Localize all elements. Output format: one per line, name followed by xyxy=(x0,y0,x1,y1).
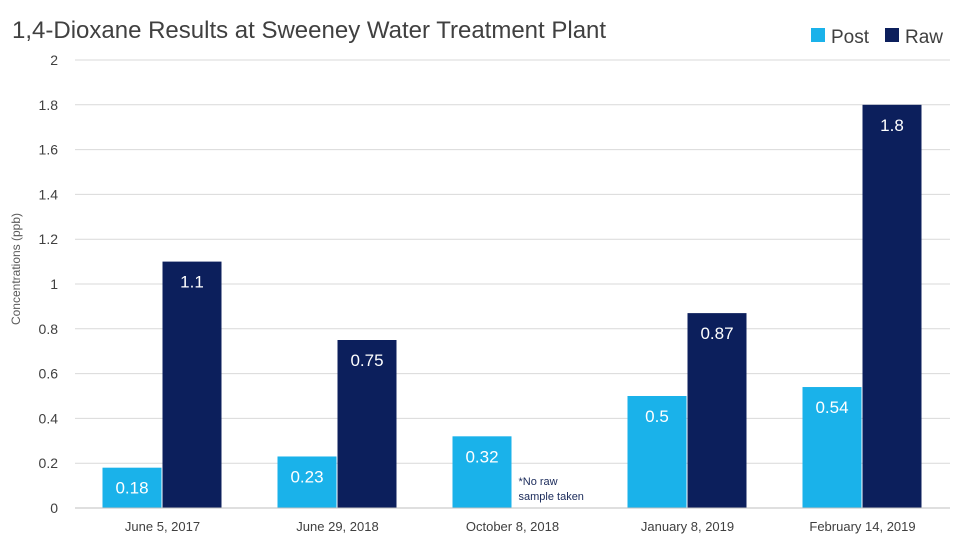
bars xyxy=(102,104,922,509)
legend: Post Raw xyxy=(811,27,943,48)
bar-post xyxy=(802,387,862,508)
y-axis-label: Concentrations (ppb) xyxy=(9,213,23,325)
y-tick-label: 1.6 xyxy=(39,142,59,158)
y-tick-label: 1.4 xyxy=(39,186,59,202)
chart-title: 1,4-Dioxane Results at Sweeney Water Tre… xyxy=(12,17,606,44)
y-tick-label: 1.2 xyxy=(39,231,59,247)
bar-raw xyxy=(162,261,222,508)
data-labels: 0.18 1.1 0.23 0.75 0.32 0.5 0.87 0.54 1.8 *No raw… xyxy=(115,116,903,503)
y-tick-label: 0.4 xyxy=(39,410,59,426)
data-label-post: 0.23 xyxy=(290,467,323,486)
data-label-post: 0.54 xyxy=(815,398,848,417)
legend-label-post: Post xyxy=(831,27,870,48)
y-tick-label: 0.2 xyxy=(39,455,59,471)
data-label-post: 0.18 xyxy=(115,479,148,498)
x-axis-categories: June 5, 2017 June 29, 2018 October 8, 2018… xyxy=(125,519,916,534)
bar-post xyxy=(452,436,512,508)
x-category-label: June 29, 2018 xyxy=(296,519,378,534)
annotation-note: *No raw xyxy=(519,476,558,488)
y-axis-ticks: 0 0.2 0.4 0.6 0.8 1 1.2 1.4 1.6 1.8 2 xyxy=(39,52,59,516)
legend-swatch-raw xyxy=(885,28,899,42)
data-label-raw: 1.1 xyxy=(180,273,204,292)
y-tick-label: 1 xyxy=(50,276,58,292)
y-tick-label: 0 xyxy=(50,500,58,516)
bar-raw xyxy=(687,313,747,508)
x-category-label: October 8, 2018 xyxy=(466,519,559,534)
legend-label-raw: Raw xyxy=(905,27,943,48)
y-tick-label: 1.8 xyxy=(39,97,59,113)
y-tick-label: 0.8 xyxy=(39,321,59,337)
data-label-post: 0.32 xyxy=(465,447,498,466)
bar-post xyxy=(102,467,162,508)
y-tick-label: 0.6 xyxy=(39,366,59,382)
y-tick-label: 2 xyxy=(50,52,58,68)
bar-post xyxy=(627,396,687,508)
bar-raw xyxy=(862,104,922,509)
data-label-raw: 1.8 xyxy=(880,116,904,135)
data-label-raw: 0.75 xyxy=(350,351,383,370)
x-category-label: June 5, 2017 xyxy=(125,519,200,534)
legend-swatch-post xyxy=(811,28,825,42)
data-label-raw: 0.87 xyxy=(700,324,733,343)
x-category-label: February 14, 2019 xyxy=(809,519,915,534)
annotation-note: sample taken xyxy=(519,491,584,503)
data-label-post: 0.5 xyxy=(645,407,669,426)
bar-raw xyxy=(337,340,397,508)
x-category-label: January 8, 2019 xyxy=(641,519,734,534)
bar-post xyxy=(277,456,337,508)
